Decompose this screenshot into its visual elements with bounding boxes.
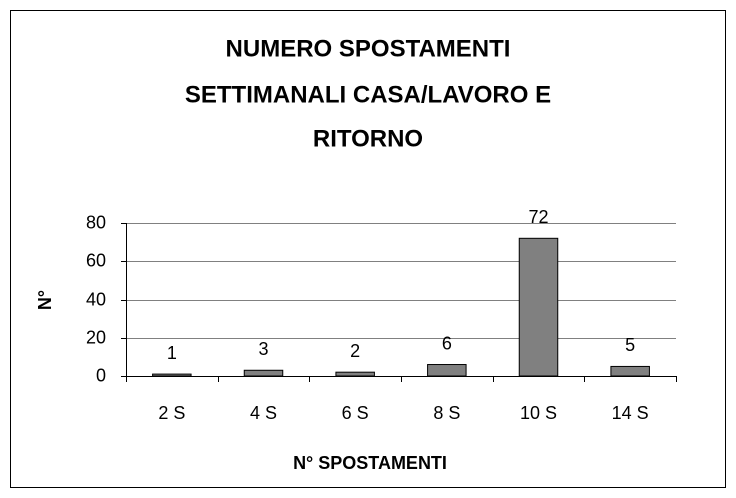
y-tick-label: 80 bbox=[86, 212, 106, 232]
bar bbox=[243, 369, 284, 377]
chart-title: RITORNO bbox=[313, 125, 423, 152]
x-axis-title: N° SPOSTAMENTI bbox=[293, 453, 447, 473]
y-tick-label: 60 bbox=[86, 250, 106, 270]
data-label: 3 bbox=[258, 339, 268, 359]
bar bbox=[335, 371, 375, 377]
x-tick-label: 6 S bbox=[342, 403, 369, 423]
bar bbox=[152, 373, 192, 377]
y-tick-label: 40 bbox=[86, 289, 106, 309]
x-tick-label: 4 S bbox=[250, 403, 277, 423]
y-tick-label: 20 bbox=[86, 327, 106, 347]
bar bbox=[427, 364, 467, 377]
data-label: 72 bbox=[528, 207, 548, 227]
x-tick-label: 10 S bbox=[520, 403, 557, 423]
data-label: 6 bbox=[442, 333, 452, 353]
data-label: 5 bbox=[625, 335, 635, 355]
x-tick-label: 2 S bbox=[158, 403, 185, 423]
data-label: 1 bbox=[167, 343, 177, 363]
chart-title: SETTIMANALI CASA/LAVORO E bbox=[185, 81, 551, 108]
bar bbox=[610, 365, 650, 377]
y-tick-label: 0 bbox=[96, 365, 106, 385]
bar bbox=[518, 237, 559, 377]
x-tick-label: 14 S bbox=[612, 403, 649, 423]
chart-border bbox=[10, 10, 726, 488]
chart-title: NUMERO SPOSTAMENTI bbox=[226, 35, 511, 62]
data-label: 2 bbox=[350, 341, 360, 361]
x-tick-label: 8 S bbox=[433, 403, 460, 423]
y-axis-title: N° bbox=[35, 290, 55, 310]
